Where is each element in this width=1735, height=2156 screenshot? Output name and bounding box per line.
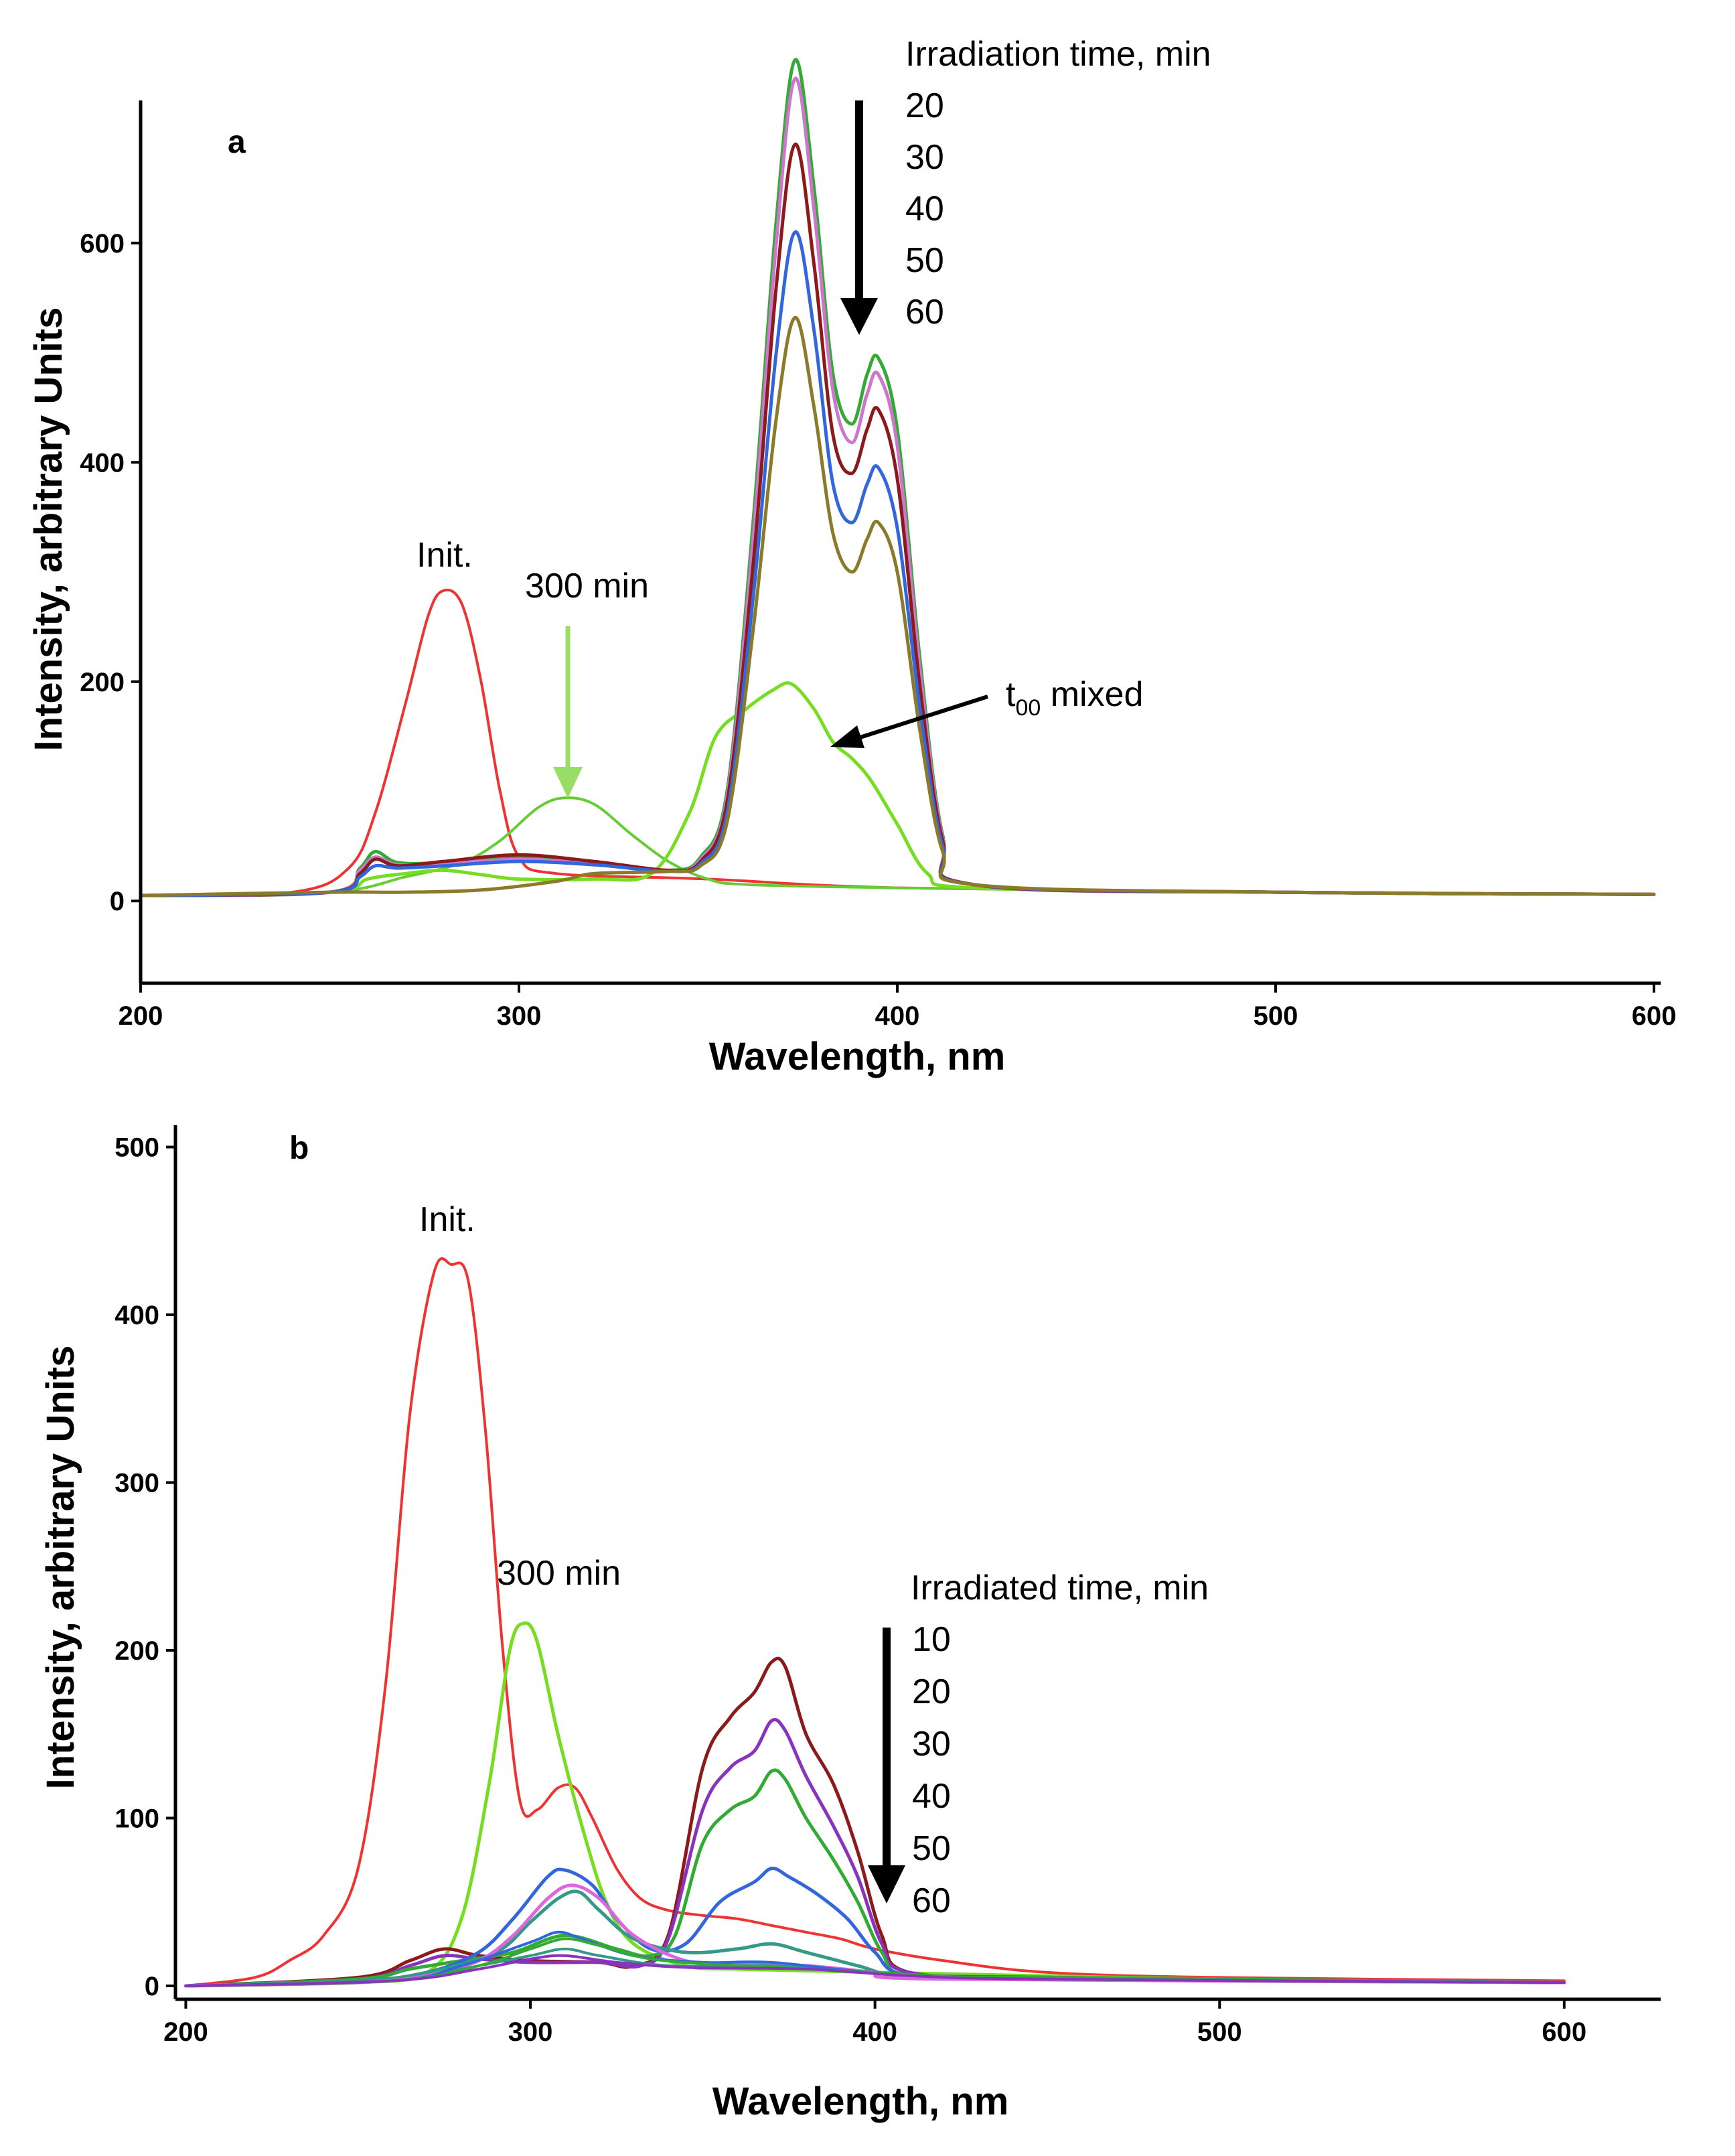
panel-b-legend-item: 60 [912, 1881, 951, 1920]
panel-b-trend-arrow [868, 1628, 905, 1903]
panel-b-y-tick-label: 300 [115, 1469, 159, 1498]
panel-a: 200 300 400 500 600 0 200 400 600 Wavelength, nm… [27, 35, 1676, 1078]
panel-b-x-tick-label: 600 [1542, 2017, 1587, 2047]
panel-a-y-tick-label: 0 [110, 887, 125, 916]
panel-b-letter: b [289, 1131, 309, 1166]
panel-b-y-tick-label: 500 [115, 1133, 159, 1163]
panel-a-x-tick-label: 200 [119, 1001, 163, 1031]
panel-a-legend-item: 60 [905, 293, 944, 332]
panel-a-trend-arrow [840, 100, 878, 335]
panel-a-x-tick-label: 500 [1254, 1001, 1298, 1031]
panel-b-series [183, 1257, 1566, 1988]
panel-a-series-50 [139, 230, 1656, 897]
panel-b-legend-item: 50 [912, 1829, 951, 1868]
panel-a-legend-title: Irradiation time, min [905, 35, 1211, 74]
panel-a-legend-item: 20 [905, 86, 944, 125]
panel-b: 200 300 400 500 600 0 100 200 300 400 500 Waveleng… [39, 1125, 1661, 2123]
panel-a-x-tick-label: 300 [497, 1001, 542, 1031]
panel-b-300min-label: 300 min [497, 1554, 621, 1593]
panel-b-legend-item: 30 [912, 1725, 951, 1764]
panel-a-300min-label: 300 min [525, 567, 649, 605]
panel-a-y-tick-label: 400 [80, 448, 125, 478]
panel-b-series-20 [183, 1718, 1566, 1988]
panel-b-y-tick-label: 0 [145, 1972, 159, 2001]
panel-b-legend-item: 20 [912, 1672, 951, 1711]
panel-b-series-init- [184, 1257, 1566, 1987]
panel-b-init-label: Init. [419, 1200, 475, 1239]
panel-b-y-tick-label: 100 [115, 1804, 159, 1833]
panel-a-legend-item: 50 [905, 241, 944, 280]
panel-a-x-title: Wavelength, nm [709, 1035, 1006, 1078]
panel-a-t00-arrow [830, 695, 988, 748]
panel-b-x-tick-label: 200 [163, 2017, 208, 2047]
panel-a-series [139, 58, 1656, 897]
panel-a-series-init- [139, 588, 1655, 897]
panel-b-y-title: Intensity, arbitrary Units [39, 1346, 82, 1790]
panel-a-letter: a [228, 125, 246, 160]
panel-b-legend-item: 40 [912, 1777, 951, 1816]
panel-a-series-300-min [139, 796, 1655, 897]
panel-b-legend-item: 10 [912, 1620, 951, 1659]
panel-b-x-title: Wavelength, nm [712, 2080, 1009, 2123]
panel-a-x-tick-label: 600 [1632, 1001, 1677, 1031]
panel-b-y-tick-label: 200 [115, 1636, 159, 1666]
panel-b-y-tick-label: 400 [115, 1301, 159, 1330]
panel-a-y-title: Intensity, arbitrary Units [27, 307, 70, 751]
panel-b-x-tick-label: 300 [508, 2017, 553, 2047]
panel-a-init-label: Init. [417, 536, 473, 575]
panel-a-series-t00-mixed [139, 681, 1656, 897]
panel-a-y-tick-label: 600 [80, 229, 125, 259]
panel-b-legend-title: Irradiated time, min [911, 1569, 1209, 1607]
panel-a-t00-label: t00 mixed [1006, 675, 1143, 721]
panel-a-x-tick-label: 400 [875, 1001, 920, 1031]
panel-a-legend-item: 30 [905, 138, 944, 177]
panel-a-legend-item: 40 [905, 190, 944, 228]
panel-a-300min-arrow [553, 626, 583, 798]
panel-a-y-tick-label: 200 [80, 668, 125, 697]
panel-b-series-300-min [183, 1621, 1566, 1988]
panel-b-series-extra-purple [184, 1954, 1566, 1987]
panel-b-x-tick-label: 500 [1197, 2017, 1242, 2047]
panel-a-series-60 [139, 315, 1656, 897]
panel-b-x-tick-label: 400 [852, 2017, 897, 2047]
